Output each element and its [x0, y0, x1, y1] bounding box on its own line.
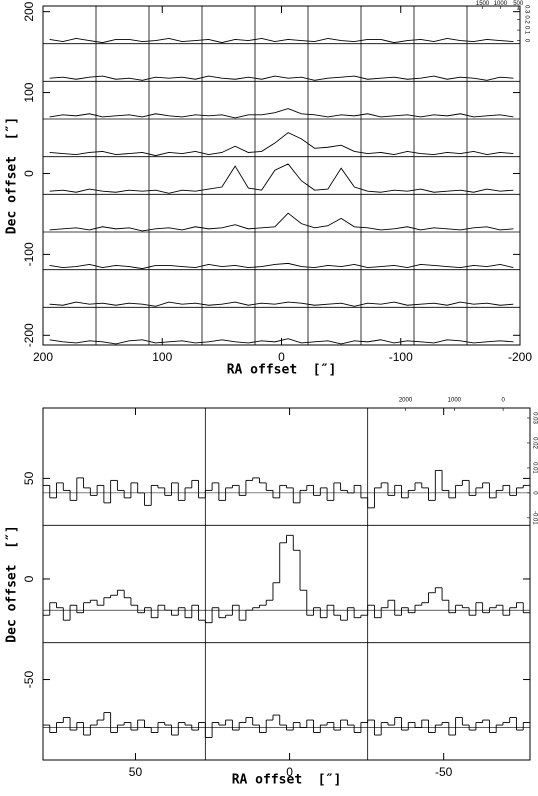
spectrum	[49, 338, 514, 345]
x-tick-label: -100	[389, 350, 413, 364]
x-tick-label: 0	[286, 765, 293, 779]
cell-y-tick-label: 0.3	[523, 5, 529, 14]
plot-frame	[42, 5, 521, 346]
spectrum	[49, 75, 514, 81]
spectrum	[49, 262, 514, 270]
x-tick-label: -200	[508, 350, 532, 364]
cell-y-tick-label: 0.1	[523, 26, 529, 35]
x-tick-label: -50	[435, 765, 453, 779]
cell-y-tick-label: 0	[523, 39, 529, 43]
cell-x-tick-label: 1500	[476, 1, 490, 7]
spectrum	[49, 132, 514, 157]
y-tick-label: -100	[22, 242, 36, 266]
cell-y-tick-label: 0	[531, 491, 537, 495]
y-tick-label: -200	[22, 323, 36, 347]
spectrum	[49, 301, 514, 307]
cell-y-tick-label: 0.01	[531, 462, 537, 474]
y-tick-label: 100	[22, 82, 36, 102]
cell-x-tick-label: 2000	[399, 398, 413, 404]
spectrum	[49, 108, 514, 119]
cell-y-tick-label: 0.2	[523, 15, 529, 24]
x-tick-label: 100	[152, 350, 172, 364]
plot-frame	[42, 407, 531, 761]
cell-x-tick-label: 1000	[494, 1, 508, 7]
cell-y-tick-label: 0.03	[531, 412, 537, 424]
x-tick-label: 0	[278, 350, 285, 364]
spectrum-riser	[49, 712, 524, 738]
y-tick-label: -50	[22, 671, 36, 689]
y-tick-label: 50	[22, 471, 36, 485]
cell-x-tick-label: 500	[513, 1, 524, 7]
cell-y-tick-label: 0.02	[531, 437, 537, 449]
y-axis-label: Dec offset [″]	[5, 525, 20, 642]
y-axis-label: Dec offset [″]	[5, 117, 20, 234]
x-axis-label: RA offset [″]	[227, 363, 337, 378]
cell-x-tick-label: 0	[501, 398, 505, 404]
x-axis-label: RA offset [″]	[232, 773, 342, 788]
spectrum-riser	[49, 470, 524, 508]
y-tick-label: 200	[22, 1, 36, 21]
spectrum-riser	[49, 535, 524, 623]
spectrum	[49, 37, 514, 44]
y-tick-label: 0	[22, 170, 36, 177]
x-tick-label: 50	[129, 765, 143, 779]
y-tick-label: 0	[22, 575, 36, 582]
spectrum	[49, 163, 514, 194]
x-tick-label: 200	[33, 350, 53, 364]
cell-y-tick-label: -0.01	[531, 511, 537, 525]
spectrum	[49, 212, 514, 232]
cell-x-tick-label: 1000	[448, 398, 462, 404]
